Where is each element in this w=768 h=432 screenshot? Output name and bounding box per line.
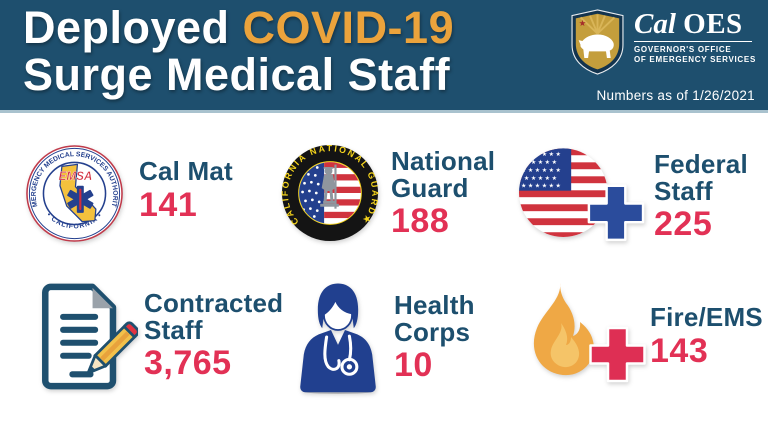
header-banner: Deployed COVID-19 Surge Medical Staff ★ … xyxy=(0,0,768,113)
title-covid19: COVID-19 xyxy=(242,2,455,53)
logo-subtitle-1: GOVERNOR'S OFFICE xyxy=(634,45,732,54)
stat-national-guard: CALIFORNIA NATIONAL GUARD★ xyxy=(281,144,551,242)
stat-value: 10 xyxy=(394,346,433,384)
flame-inner xyxy=(550,323,580,368)
stat-label: Health Corps xyxy=(394,290,475,347)
minuteman-figure xyxy=(320,164,339,209)
stat-value: 225 xyxy=(654,205,713,243)
caloes-name: Cal OES xyxy=(634,8,743,40)
stat-value: 143 xyxy=(650,331,709,370)
logo-subtitle-2: OF EMERGENCY SERVICES xyxy=(634,54,756,64)
title-line-1: Deployed COVID-19 xyxy=(23,4,454,51)
stat-value: 141 xyxy=(139,185,198,224)
title-deployed: Deployed xyxy=(23,2,243,53)
shield-star: ★ xyxy=(579,18,587,28)
hair xyxy=(317,283,359,329)
contract-document-icon xyxy=(36,282,138,392)
svg-text:★ ★ ★ ★ ★: ★ ★ ★ ★ ★ xyxy=(524,175,557,182)
stat-contracted-staff: Contracted Staff 3,765 xyxy=(36,282,304,392)
red-cross-icon xyxy=(589,326,646,383)
svg-text:★ ★ ★ ★ ★ ★: ★ ★ ★ ★ ★ ★ xyxy=(521,167,561,174)
svg-text:★ ★ ★ ★ ★ ★: ★ ★ ★ ★ ★ ★ xyxy=(521,151,561,158)
stat-text: Federal Staff 225 xyxy=(654,147,768,258)
caloes-logo: ★ Cal OES GOVERNOR'S OFFICE OF EMERGENCY… xyxy=(569,9,756,75)
stat-text: Contracted Staff 3,765 xyxy=(144,282,304,392)
stat-value: 188 xyxy=(391,202,450,240)
health-worker-icon xyxy=(294,280,382,394)
us-flag: ★ ★ ★ ★ ★ ★ ★ ★ ★ ★ ★ ★ ★ ★ ★ ★ ★ ★ ★ ★ … xyxy=(518,148,608,237)
stat-text: Health Corps 10 xyxy=(394,280,554,394)
page-title: Deployed COVID-19 Surge Medical Staff xyxy=(23,4,454,98)
stat-fire-ems: Fire/EMS 143 xyxy=(524,281,768,387)
pencil-icon xyxy=(86,321,138,375)
stat-cal-mat: EMERGENCY MEDICAL SERVICES AUTHORITY • C… xyxy=(26,145,299,242)
stethoscope xyxy=(323,334,359,376)
folded-corner xyxy=(92,287,113,309)
as-of-date: Numbers as of 1/26/2021 xyxy=(596,88,755,103)
emsa-badge-text: EMSA xyxy=(59,170,93,183)
flame-cross-icon xyxy=(524,281,646,387)
stat-label: National Guard xyxy=(391,146,496,203)
caloes-logo-text: Cal OES GOVERNOR'S OFFICE OF EMERGENCY S… xyxy=(634,9,756,64)
stat-text: National Guard 188 xyxy=(391,144,551,242)
stat-label: Contracted Staff xyxy=(144,288,284,345)
document-lines xyxy=(60,313,99,378)
stat-text: Fire/EMS 143 xyxy=(650,281,768,387)
emsa-seal-icon: EMERGENCY MEDICAL SERVICES AUTHORITY • C… xyxy=(26,145,123,242)
stat-health-corps: Health Corps 10 xyxy=(294,280,554,394)
stat-value: 3,765 xyxy=(144,344,232,382)
star-of-life-icon xyxy=(67,185,94,213)
us-flag-cross-icon: ★ ★ ★ ★ ★ ★ ★ ★ ★ ★ ★ ★ ★ ★ ★ ★ ★ ★ ★ ★ … xyxy=(518,147,646,258)
title-line-2: Surge Medical Staff xyxy=(23,49,451,100)
national-guard-seal-icon: CALIFORNIA NATIONAL GUARD★ xyxy=(281,144,379,242)
stat-label: Cal Mat xyxy=(139,156,233,186)
logo-divider xyxy=(634,41,752,42)
stat-text: Cal Mat 141 xyxy=(139,145,299,242)
stat-federal-staff: ★ ★ ★ ★ ★ ★ ★ ★ ★ ★ ★ ★ ★ ★ ★ ★ ★ ★ ★ ★ … xyxy=(518,147,768,258)
caloes-shield-icon: ★ xyxy=(571,9,624,75)
stat-label: Fire/EMS xyxy=(650,302,763,332)
svg-text:★ ★ ★ ★ ★ ★: ★ ★ ★ ★ ★ ★ xyxy=(521,183,561,190)
blue-cross-icon xyxy=(587,184,645,242)
svg-text:★ ★ ★ ★ ★: ★ ★ ★ ★ ★ xyxy=(524,159,557,166)
stat-label: Federal Staff xyxy=(654,149,748,206)
